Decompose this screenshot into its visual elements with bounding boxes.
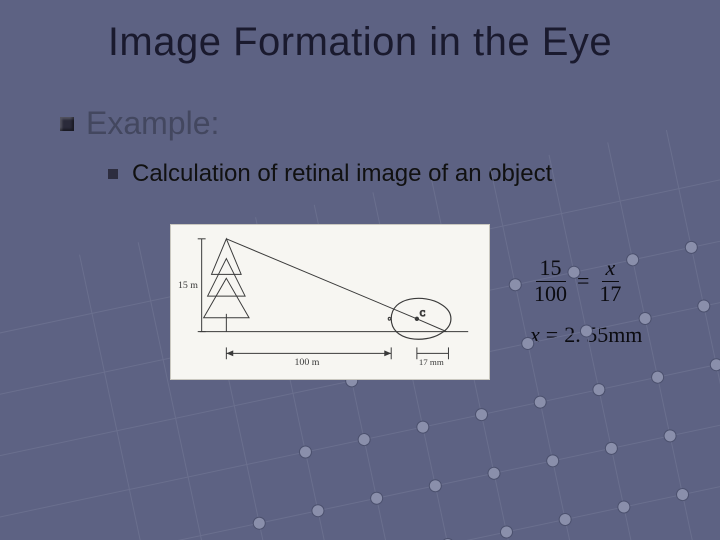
sub-bullet-line: Calculation of retinal image of an objec… [60, 160, 720, 188]
rhs-numerator: x [602, 256, 620, 281]
rhs-denominator: 17 [595, 282, 625, 306]
slide-body: Example: Calculation of retinal image of… [0, 105, 720, 380]
example-label: Example: [86, 105, 219, 142]
proportion-equation: 15 100 = x 17 [530, 256, 642, 305]
result-rhs: 2. 55mm [564, 322, 642, 348]
equations-block: 15 100 = x 17 x = 2. 55mm [530, 256, 642, 347]
tree-height-label: 15 m [178, 280, 198, 291]
sub-text: Calculation of retinal image of an objec… [132, 160, 552, 188]
slide-title: Image Formation in the Eye [0, 0, 720, 65]
result-equation: x = 2. 55mm [530, 322, 642, 348]
result-lhs: x [530, 322, 540, 348]
eye-icon: C [388, 298, 451, 339]
content-row: 15 m C 100 m [60, 224, 720, 380]
bullet-line-example: Example: [60, 105, 720, 142]
result-equals: = [546, 322, 558, 348]
svg-text:C: C [420, 309, 425, 318]
lhs-denominator: 100 [530, 282, 571, 306]
distance-label: 100 m [294, 357, 319, 368]
tree-icon [204, 239, 249, 332]
optics-diagram: 15 m C 100 m [170, 224, 490, 380]
bullet-sub-icon [108, 169, 118, 179]
bullet-main-icon [60, 117, 74, 131]
eye-depth-label: 17 mm [419, 357, 444, 367]
equals-sign: = [577, 268, 589, 294]
lhs-numerator: 15 [536, 256, 566, 281]
